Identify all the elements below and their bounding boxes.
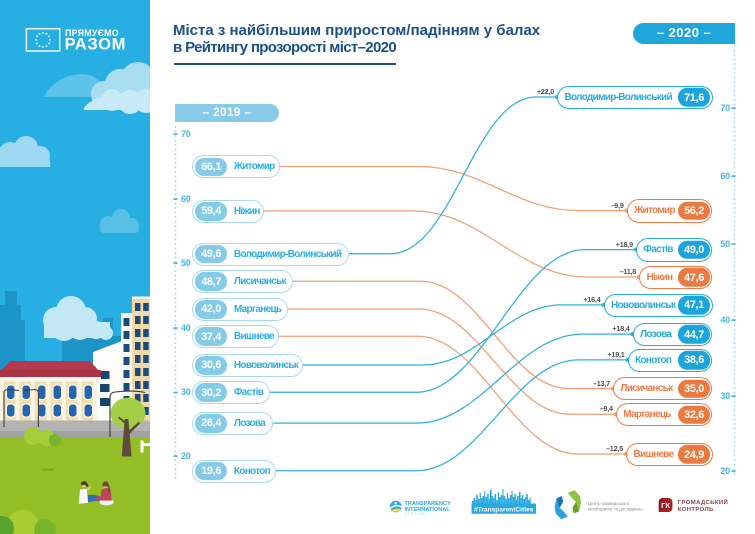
svg-text:Центр громадського: Центр громадського: [588, 501, 630, 506]
svg-text:КОНТРОЛЬ: КОНТРОЛЬ: [678, 507, 714, 513]
svg-text:TRANSPARENCY: TRANSPARENCY: [405, 501, 451, 507]
svg-text:ПРЯМУЄМО: ПРЯМУЄМО: [65, 28, 119, 38]
svg-text:UKRAINE: UKRAINE: [405, 512, 427, 516]
svg-text:моніторингу та досліджень: моніторингу та досліджень: [588, 506, 643, 511]
svg-text:РАЗОМ: РАЗОМ: [65, 34, 127, 53]
svg-text:#TransparentCities: #TransparentCities: [474, 506, 534, 513]
svg-text:ГРОМАДСЬКИЙ: ГРОМАДСЬКИЙ: [678, 498, 728, 506]
svg-text:ГК: ГК: [661, 501, 670, 510]
svg-text:INTERNATIONAL: INTERNATIONAL: [405, 507, 451, 513]
